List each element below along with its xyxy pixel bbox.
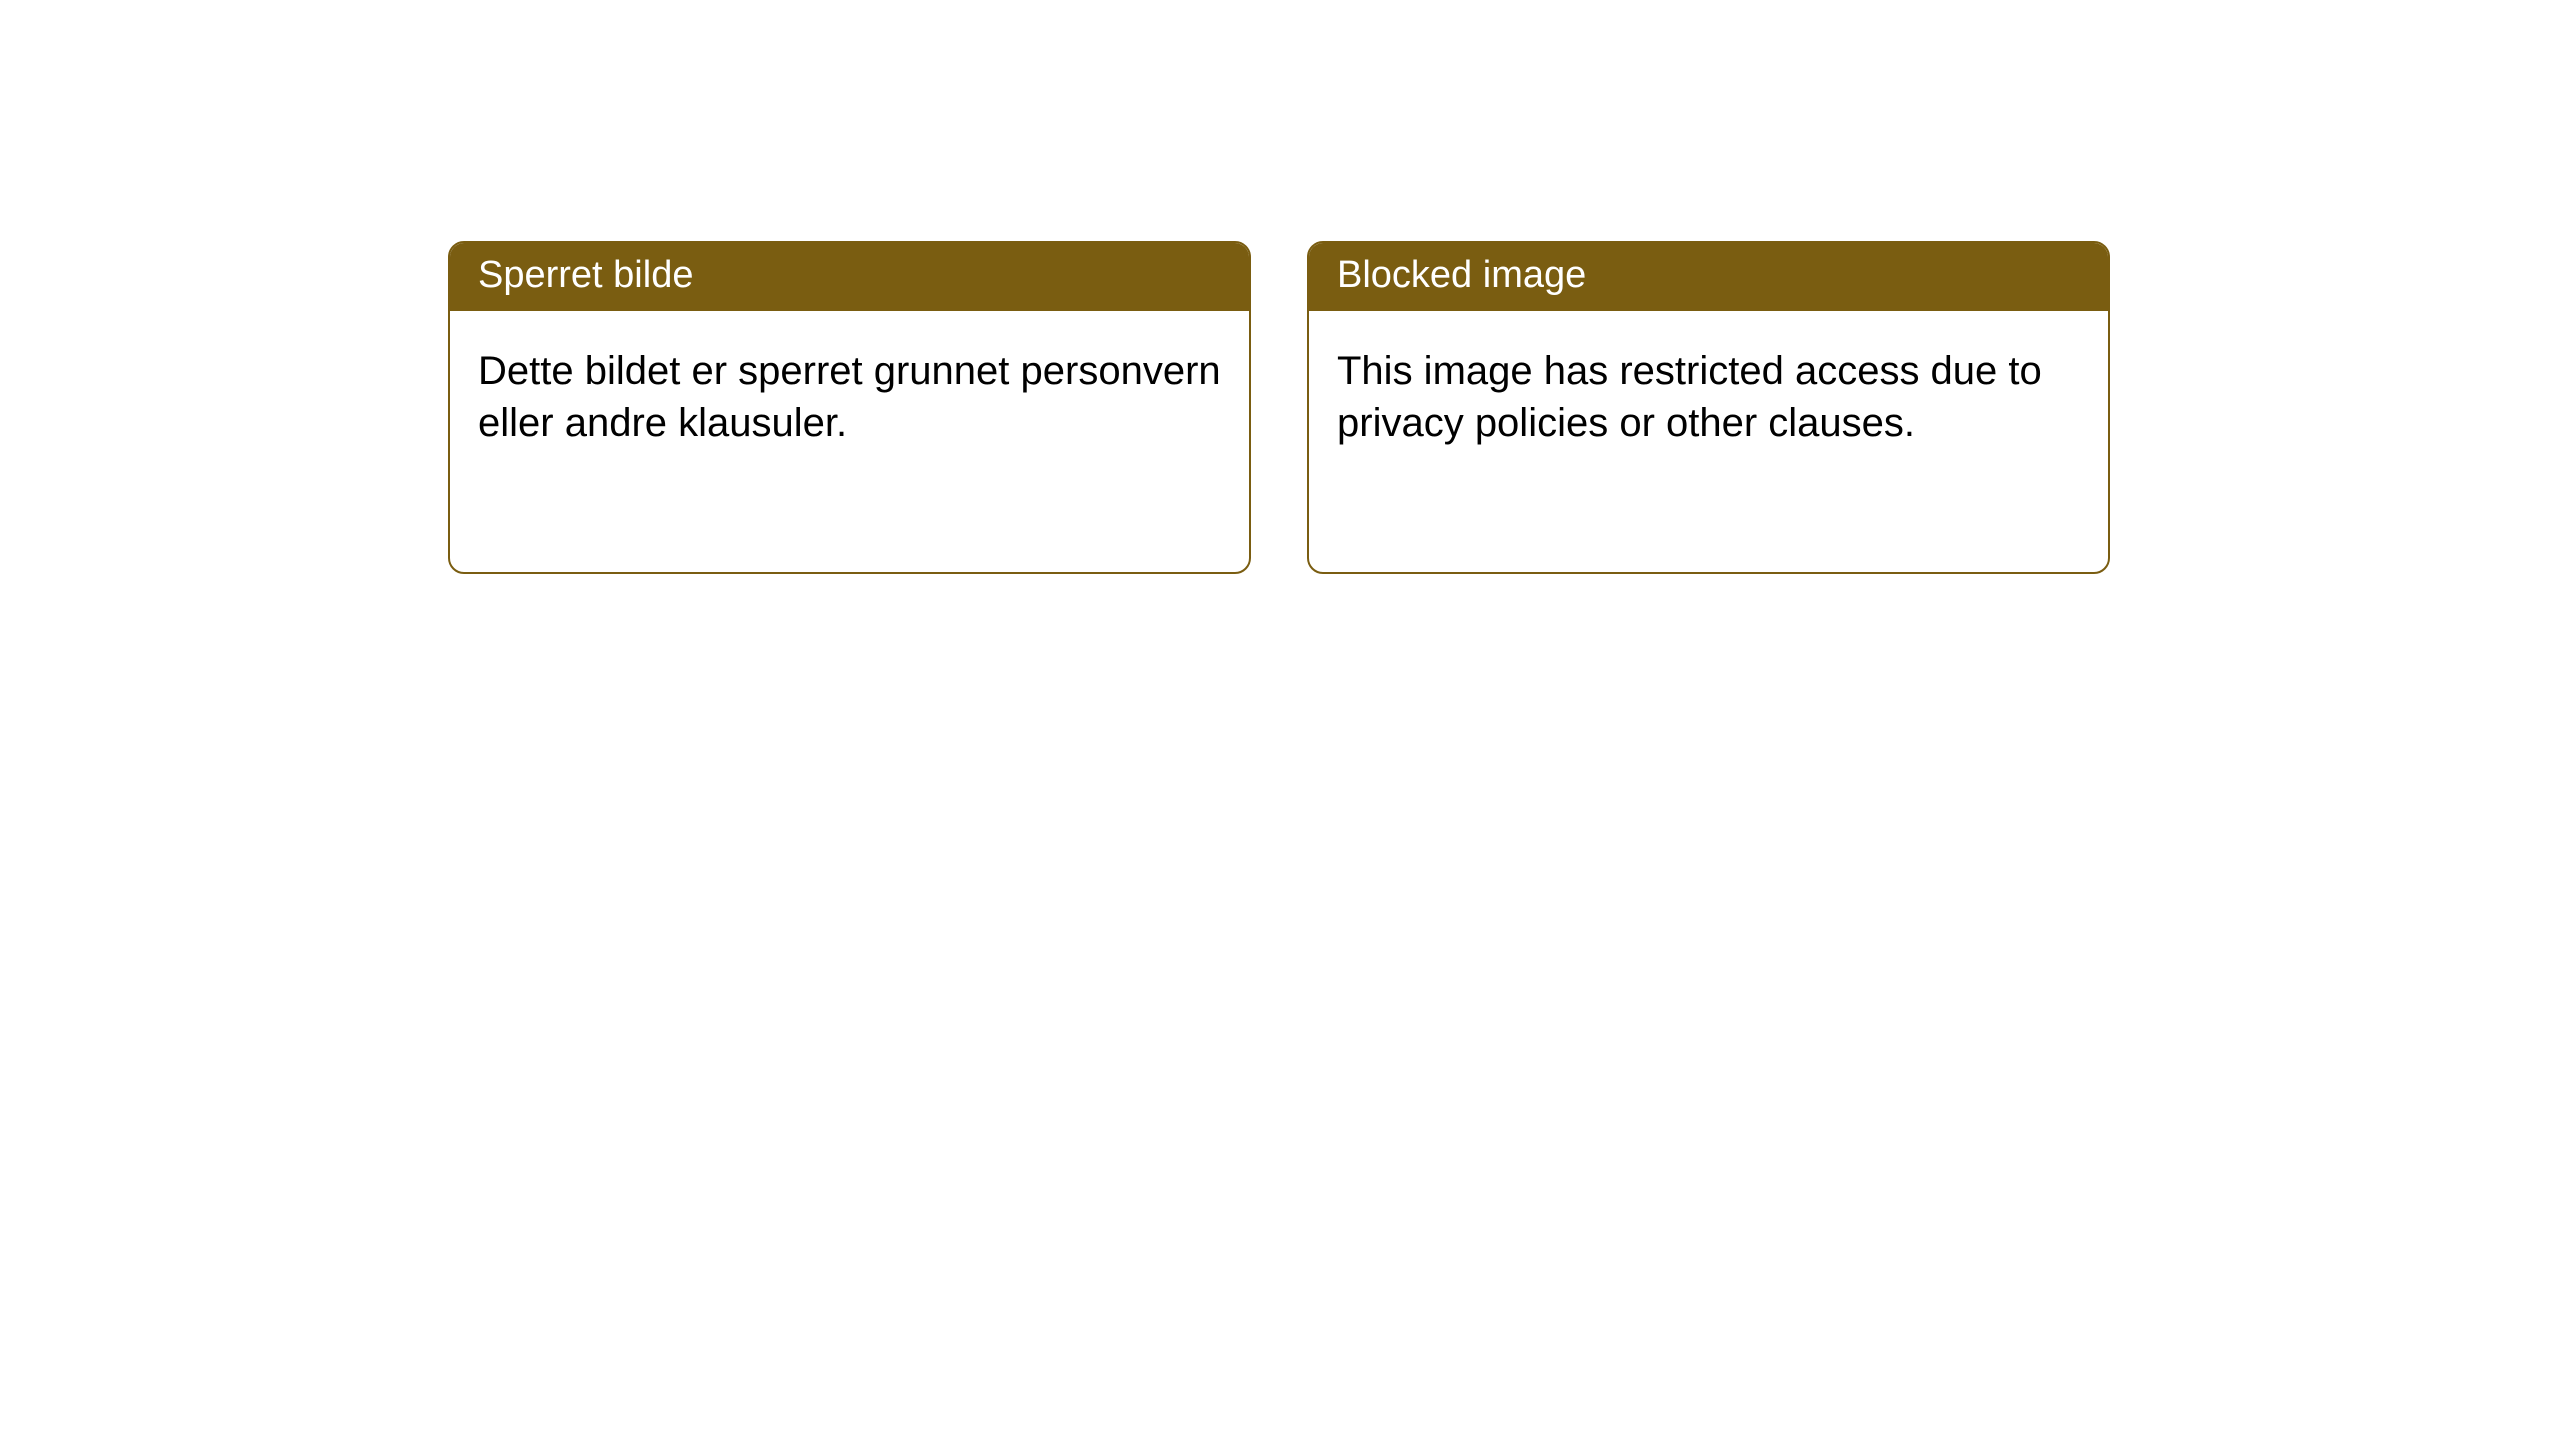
notice-header-english: Blocked image xyxy=(1309,243,2108,311)
notice-header-norwegian: Sperret bilde xyxy=(450,243,1249,311)
notice-card-norwegian: Sperret bilde Dette bildet er sperret gr… xyxy=(448,241,1251,574)
notice-body-norwegian: Dette bildet er sperret grunnet personve… xyxy=(450,311,1249,485)
notice-card-english: Blocked image This image has restricted … xyxy=(1307,241,2110,574)
notice-body-english: This image has restricted access due to … xyxy=(1309,311,2108,485)
notice-container: Sperret bilde Dette bildet er sperret gr… xyxy=(0,0,2560,574)
